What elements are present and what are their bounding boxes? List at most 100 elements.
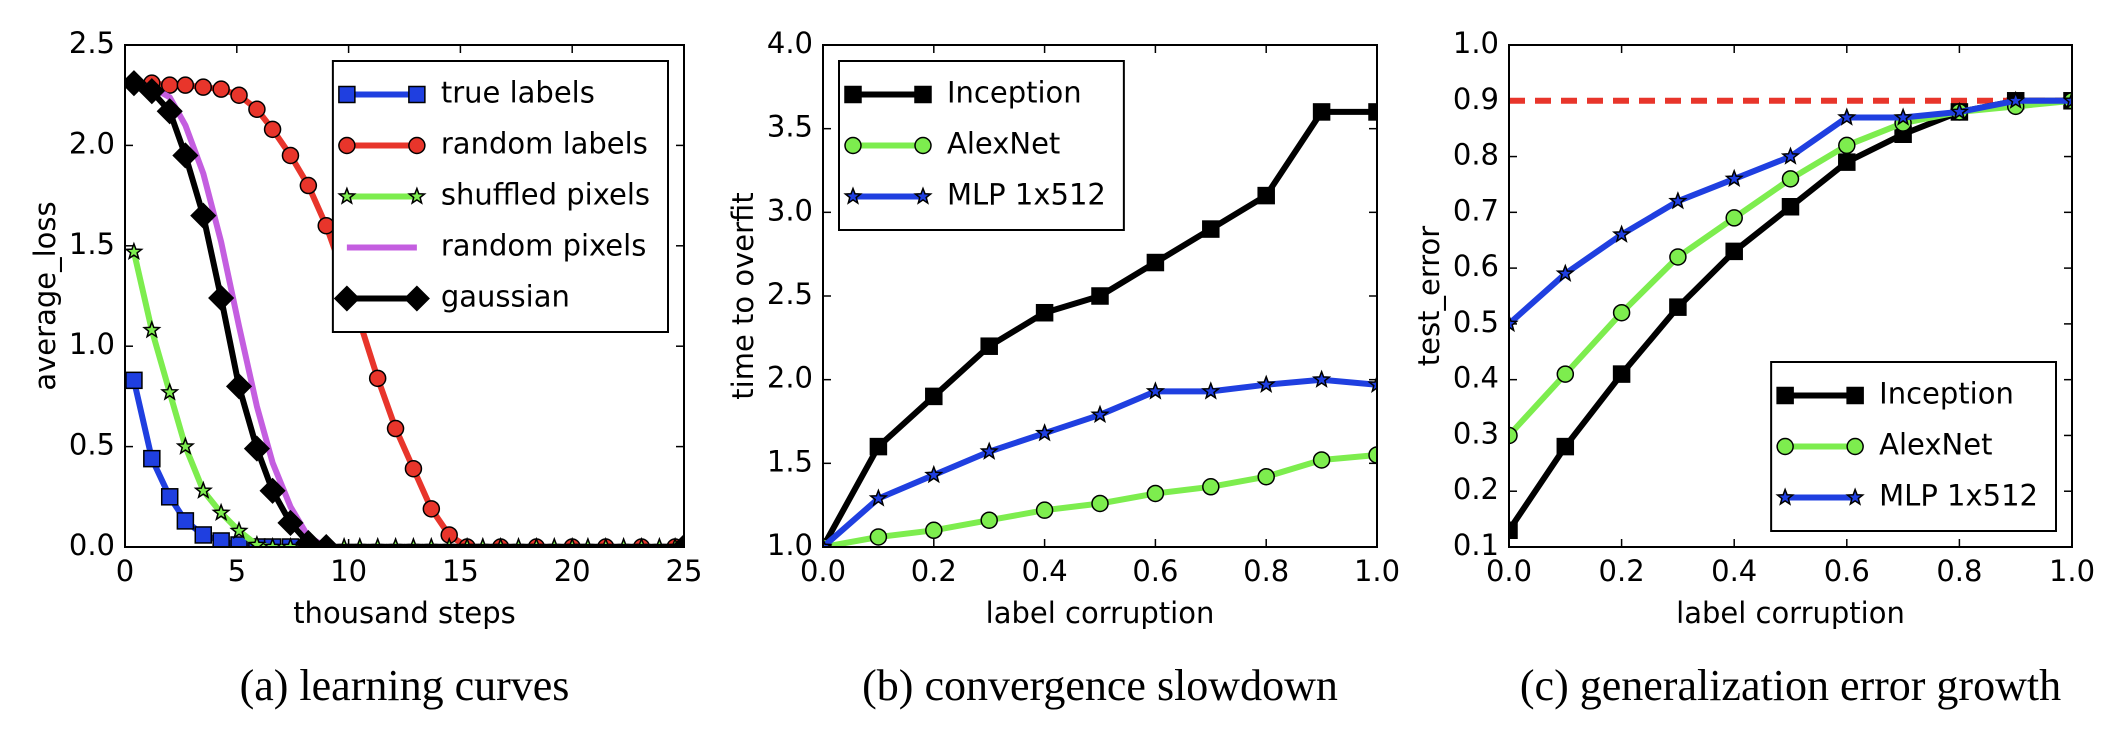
legend-label: Inception: [947, 76, 1082, 110]
marker: [1256, 374, 1276, 393]
marker: [404, 459, 423, 478]
marker: [368, 369, 387, 388]
marker: [317, 216, 335, 235]
marker: [230, 536, 248, 547]
marker: [1509, 426, 1518, 445]
marker: [1556, 365, 1575, 383]
legend-marker: [844, 136, 862, 155]
marker: [262, 536, 283, 547]
y-tick-label: 0.7: [1453, 193, 1499, 227]
series-line: [130, 379, 291, 547]
legend-label: AlexNet: [1879, 428, 1992, 462]
x-axis-label: thousand steps: [293, 596, 516, 630]
marker: [1669, 298, 1687, 316]
x-axis-label: label corruption: [1676, 596, 1905, 630]
marker: [1257, 186, 1275, 205]
y-tick-label: 0.2: [1453, 472, 1499, 506]
y-tick-label: 2.5: [767, 277, 813, 311]
y-tick-label: 0.5: [1453, 305, 1499, 339]
marker: [1145, 381, 1166, 400]
y-tick-label: 2.5: [69, 26, 115, 60]
marker: [190, 202, 217, 229]
marker: [160, 382, 180, 401]
marker: [295, 529, 322, 547]
x-tick-label: 0.0: [800, 554, 846, 588]
marker: [1781, 170, 1800, 188]
marker: [263, 120, 282, 139]
marker: [280, 536, 301, 547]
y-tick-label: 0.0: [69, 528, 115, 562]
marker: [281, 146, 300, 165]
legend-label: Inception: [1879, 377, 2014, 411]
y-tick-label: 1.0: [767, 528, 813, 562]
marker: [823, 536, 833, 547]
plot-area: [823, 103, 1377, 547]
y-tick-label: 1.5: [69, 227, 115, 261]
legend-label: true labels: [441, 76, 595, 110]
legend-marker: [1776, 437, 1794, 456]
legend-marker: [403, 285, 430, 312]
marker: [868, 488, 889, 507]
marker: [1368, 103, 1377, 121]
legend-marker: [914, 85, 932, 104]
marker: [138, 78, 165, 105]
marker: [299, 176, 318, 195]
marker: [1090, 404, 1110, 424]
x-tick-label: 20: [554, 554, 591, 588]
marker: [176, 76, 195, 94]
marker: [1724, 168, 1744, 188]
marker: [194, 78, 213, 96]
plot-frame: [124, 44, 685, 548]
x-tick-label: 10: [330, 554, 367, 588]
marker: [1034, 423, 1055, 442]
marker: [1312, 451, 1331, 469]
plot-area: [1509, 90, 2072, 540]
x-tick-label: 0.8: [1936, 554, 1982, 588]
legend-marker: [333, 285, 360, 312]
marker: [1035, 303, 1054, 322]
x-tick-label: 0.6: [1132, 554, 1178, 588]
marker: [980, 337, 998, 355]
marker: [229, 520, 249, 540]
legend-marker: [914, 136, 932, 155]
legend-marker: [338, 136, 356, 155]
x-tick-label: 0.4: [1711, 554, 1757, 588]
marker: [869, 528, 888, 546]
marker: [1781, 198, 1800, 216]
legend-marker: [407, 186, 427, 205]
marker: [1837, 107, 1857, 126]
y-tick-label: 0.4: [1453, 361, 1499, 395]
marker: [1312, 103, 1331, 121]
x-tick-label: 0: [116, 554, 134, 588]
marker: [1669, 248, 1687, 266]
marker: [386, 419, 405, 438]
marker: [1893, 107, 1913, 126]
legend-marker: [1846, 437, 1864, 456]
x-tick-label: 15: [442, 554, 479, 588]
marker: [212, 80, 230, 98]
legend-label: gaussian: [441, 280, 570, 314]
legend-marker: [1846, 386, 1864, 405]
marker: [211, 502, 231, 522]
legend-marker: [338, 85, 356, 104]
caption: (c) generalization error growth: [1520, 661, 2061, 710]
marker: [1556, 437, 1575, 456]
y-tick-label: 1.0: [69, 327, 115, 361]
marker: [1146, 484, 1165, 503]
legend-label: random pixels: [441, 229, 646, 263]
y-tick-label: 0.3: [1453, 416, 1499, 450]
y-tick-label: 0.8: [1453, 138, 1499, 172]
x-tick-label: 1.0: [1354, 554, 1400, 588]
y-tick-label: 1.5: [767, 444, 813, 478]
plot-frame: [1508, 44, 2073, 548]
marker: [1257, 467, 1275, 486]
x-axis-label: label corruption: [986, 596, 1215, 630]
legend-marker: [1776, 386, 1794, 405]
x-tick-label: 0.6: [1824, 554, 1870, 588]
marker: [2006, 90, 2026, 109]
x-tick-label: 0.2: [1599, 554, 1645, 588]
y-tick-label: 0.1: [1453, 528, 1499, 562]
legend-marker: [843, 186, 863, 205]
legend: Inception AlexNet MLP 1x512: [1770, 361, 2057, 532]
